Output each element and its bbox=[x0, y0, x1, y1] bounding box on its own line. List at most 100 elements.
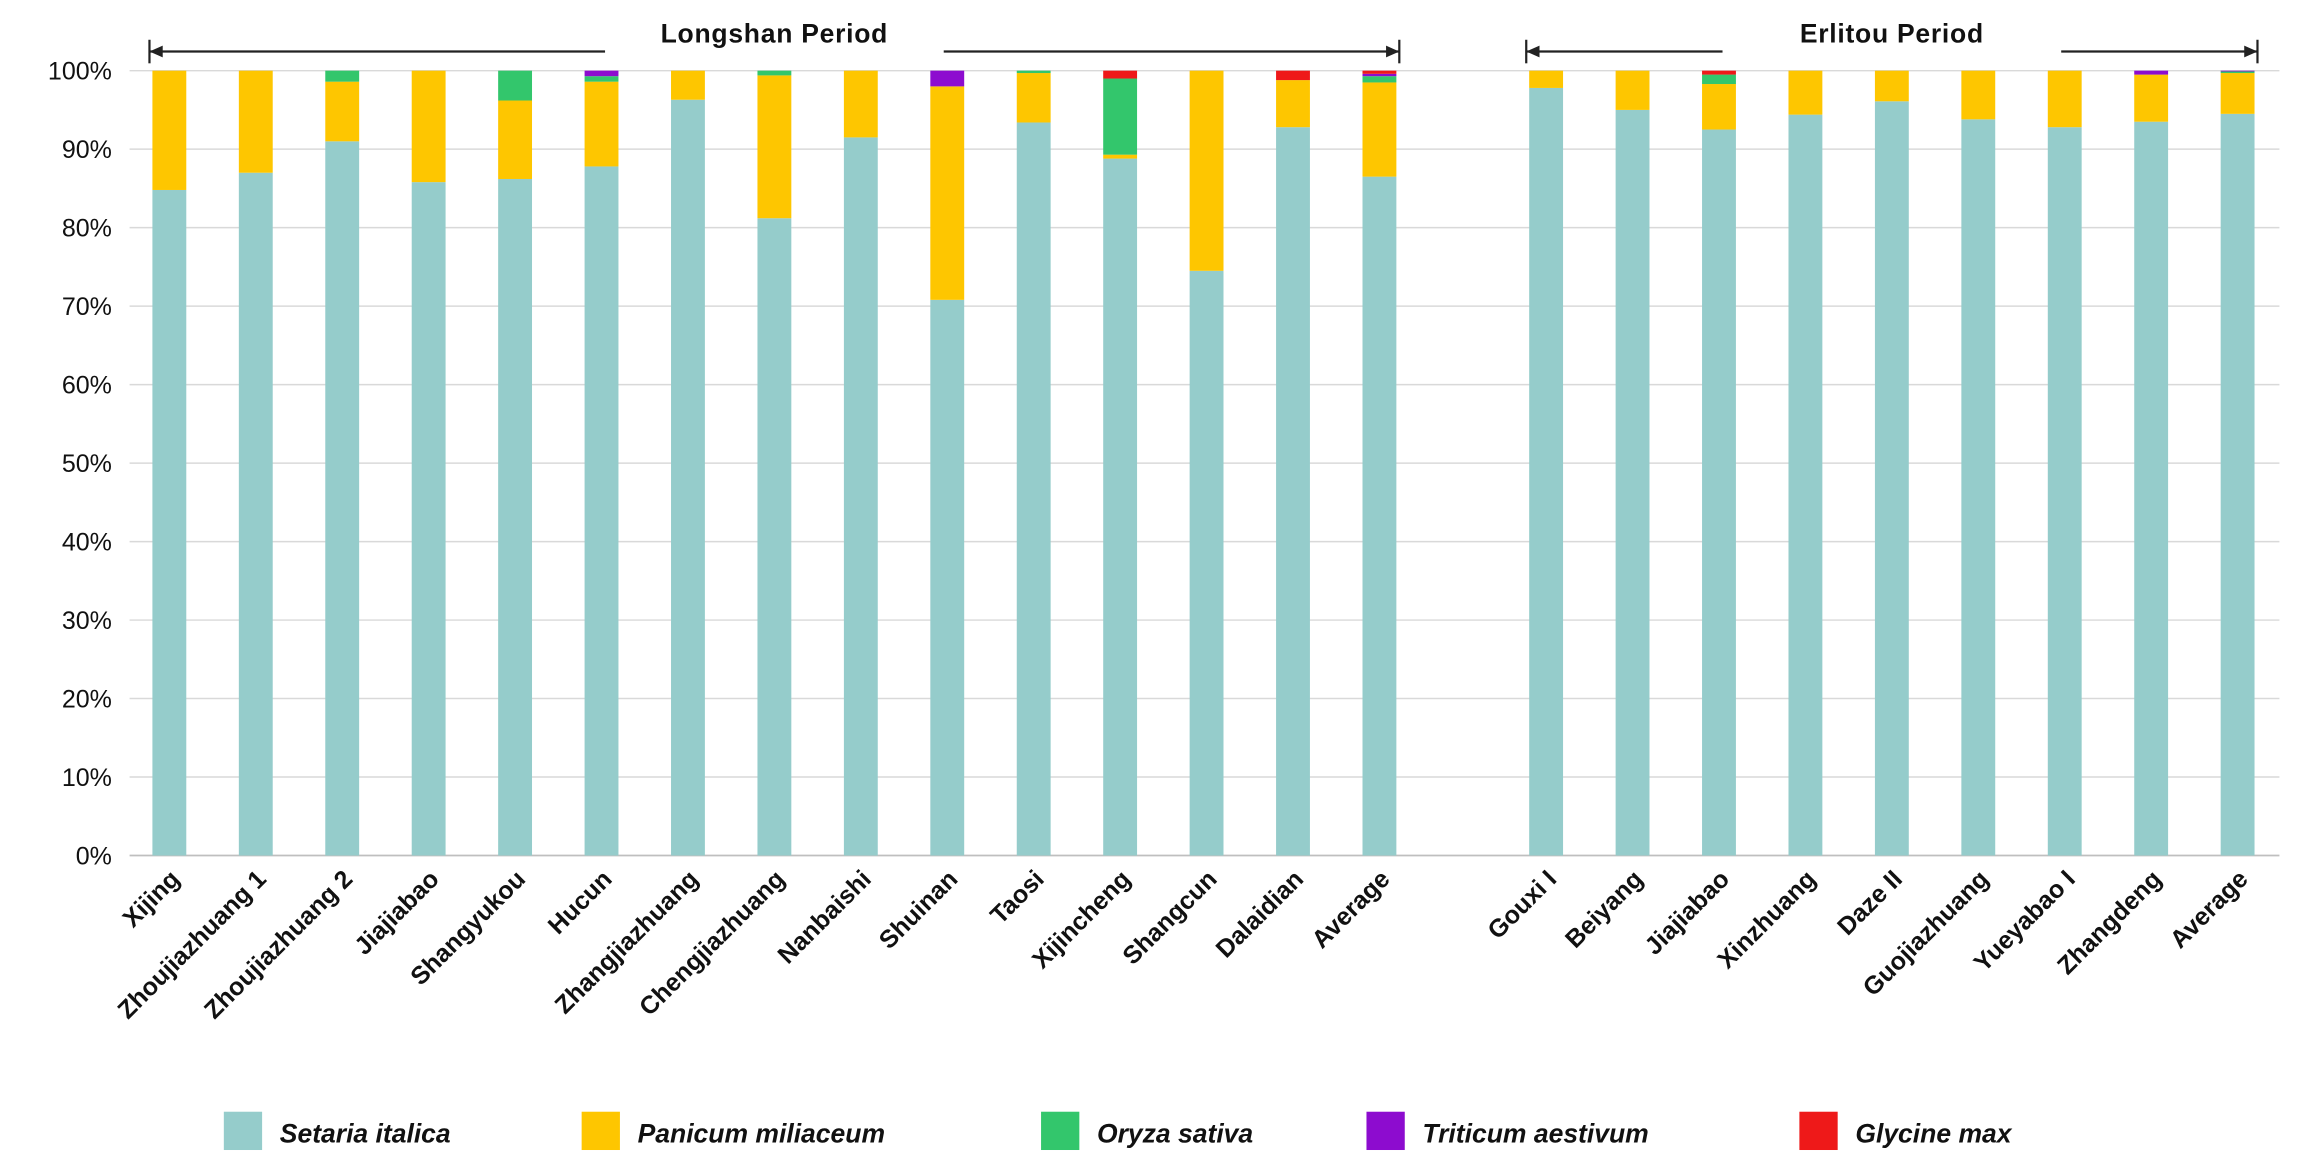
legend-label: Oryza sativa bbox=[1097, 1119, 1253, 1149]
bar-segment-panicum bbox=[2220, 73, 2255, 114]
legend-label: Glycine max bbox=[1855, 1119, 2012, 1149]
bar-segment-triticum bbox=[930, 70, 965, 87]
bar-segment-setaria bbox=[1529, 87, 1564, 856]
arrow-right-icon bbox=[1386, 45, 1400, 58]
legend-label: Setaria italica bbox=[280, 1119, 451, 1149]
bar-segment-oryza bbox=[325, 70, 360, 82]
bar-segment-setaria bbox=[1276, 127, 1310, 856]
legend-swatch-glycine bbox=[1799, 1111, 1838, 1151]
y-tick-label: 50% bbox=[62, 450, 112, 478]
bar-segment-panicum bbox=[1788, 70, 1823, 115]
bar-segment-setaria bbox=[671, 99, 705, 856]
y-axis: 0% 10% 20% 30% 40% 50% 60% 70% 80% 90% 100% bbox=[48, 58, 112, 871]
period-label-backdrop bbox=[605, 27, 944, 61]
x-category-label: Average bbox=[2165, 865, 2254, 954]
bar-segment-panicum bbox=[498, 100, 533, 179]
bar-segment-setaria bbox=[843, 137, 878, 856]
bar-segment-oryza bbox=[584, 76, 619, 82]
x-category-label: Hucun bbox=[543, 865, 618, 940]
x-category-label: Gouxi I bbox=[1482, 865, 1562, 945]
bar-segment-oryza bbox=[1362, 76, 1397, 83]
x-category-label: Zhoujiazhuang 1 bbox=[112, 865, 271, 1024]
arrow-right-icon bbox=[2244, 45, 2258, 58]
legend-swatch-triticum bbox=[1366, 1111, 1405, 1151]
y-tick-label: 10% bbox=[62, 764, 112, 792]
bar-segment-setaria bbox=[1961, 119, 1996, 856]
bar-segment-setaria bbox=[2220, 113, 2255, 856]
legend-label: Triticum aestivum bbox=[1422, 1119, 1648, 1149]
bar-segment-panicum bbox=[1103, 154, 1138, 159]
period-label: Longshan Period bbox=[661, 19, 888, 49]
bar-segment-setaria bbox=[1016, 122, 1051, 856]
bar-segment-setaria bbox=[2134, 121, 2169, 856]
bar-segment-panicum bbox=[757, 75, 792, 219]
bar-segment-panicum bbox=[152, 70, 187, 190]
arrow-left-icon bbox=[1526, 45, 1540, 58]
legend-swatch-oryza bbox=[1041, 1111, 1080, 1151]
bar-segment-panicum bbox=[584, 81, 619, 167]
bar-segment-setaria bbox=[1103, 158, 1138, 856]
bar-segment-setaria bbox=[498, 178, 533, 856]
bar-segment-oryza bbox=[1016, 70, 1051, 74]
bar-segment-panicum bbox=[2047, 70, 2082, 128]
y-tick-label: 80% bbox=[62, 214, 112, 242]
bar-segment-setaria bbox=[152, 189, 187, 856]
period-brackets: Longshan Period Erlitou Period bbox=[148, 19, 2259, 64]
bar-segment-setaria bbox=[1362, 176, 1397, 856]
bar-segment-panicum bbox=[1362, 82, 1397, 177]
x-category-label: Xijing bbox=[117, 865, 185, 933]
y-tick-label: 100% bbox=[48, 58, 112, 86]
x-category-label: Beiyang bbox=[1560, 865, 1649, 954]
x-category-label: Zhoujiazhuang 2 bbox=[199, 865, 358, 1024]
bar-segment-setaria bbox=[1702, 129, 1736, 856]
y-tick-label: 70% bbox=[62, 293, 112, 321]
bar-segment-setaria bbox=[1615, 109, 1650, 856]
bars bbox=[152, 70, 2255, 856]
bar-segment-panicum bbox=[1016, 73, 1051, 123]
bar-segment-glycine bbox=[1362, 70, 1397, 74]
bar-segment-triticum bbox=[2220, 70, 2255, 72]
legend-swatch-setaria bbox=[223, 1111, 263, 1151]
x-category-label: Taosi bbox=[985, 865, 1050, 930]
bar-segment-setaria bbox=[411, 182, 446, 856]
arrow-left-icon bbox=[149, 45, 163, 58]
x-category-label: Chengjiazhuang bbox=[634, 865, 790, 1021]
bar-segment-panicum bbox=[1874, 70, 1909, 102]
x-category-label: Daze II bbox=[1832, 865, 1908, 941]
bar-segment-panicum bbox=[1702, 84, 1736, 130]
bar-segment-panicum bbox=[671, 70, 705, 100]
bar-segment-triticum bbox=[2134, 70, 2169, 75]
bar-segment-glycine bbox=[1276, 70, 1310, 81]
bar-segment-panicum bbox=[238, 70, 273, 173]
y-tick-label: 60% bbox=[62, 371, 112, 399]
bar-segment-panicum bbox=[1961, 70, 1996, 120]
period-label-backdrop bbox=[1722, 27, 2062, 61]
x-category-label: Nanbaishi bbox=[773, 865, 877, 969]
bar-segment-oryza bbox=[757, 70, 792, 76]
x-category-label: Shuinan bbox=[874, 865, 964, 955]
x-category-label: Dalaidian bbox=[1211, 865, 1309, 963]
bar-segment-setaria bbox=[238, 172, 273, 856]
y-tick-label: 20% bbox=[62, 685, 112, 713]
bar-segment-triticum bbox=[1362, 73, 1397, 77]
x-category-label: Average bbox=[1306, 865, 1395, 954]
y-tick-label: 30% bbox=[62, 607, 112, 635]
bar-segment-panicum bbox=[930, 86, 965, 300]
bar-segment-panicum bbox=[1276, 80, 1310, 128]
bar-segment-panicum bbox=[1615, 70, 1650, 110]
bar-segment-setaria bbox=[584, 166, 619, 856]
bar-segment-oryza bbox=[498, 70, 533, 101]
bar-segment-panicum bbox=[411, 70, 446, 183]
period-label: Erlitou Period bbox=[1800, 19, 1984, 49]
bar-segment-panicum bbox=[325, 81, 360, 142]
bar-segment-panicum bbox=[843, 70, 878, 138]
bar-segment-setaria bbox=[757, 218, 792, 856]
bar-segment-setaria bbox=[2047, 127, 2082, 856]
y-tick-label: 90% bbox=[62, 136, 112, 164]
bar-segment-triticum bbox=[584, 70, 619, 77]
bar-segment-glycine bbox=[1103, 70, 1138, 79]
y-tick-label: 0% bbox=[76, 842, 112, 870]
